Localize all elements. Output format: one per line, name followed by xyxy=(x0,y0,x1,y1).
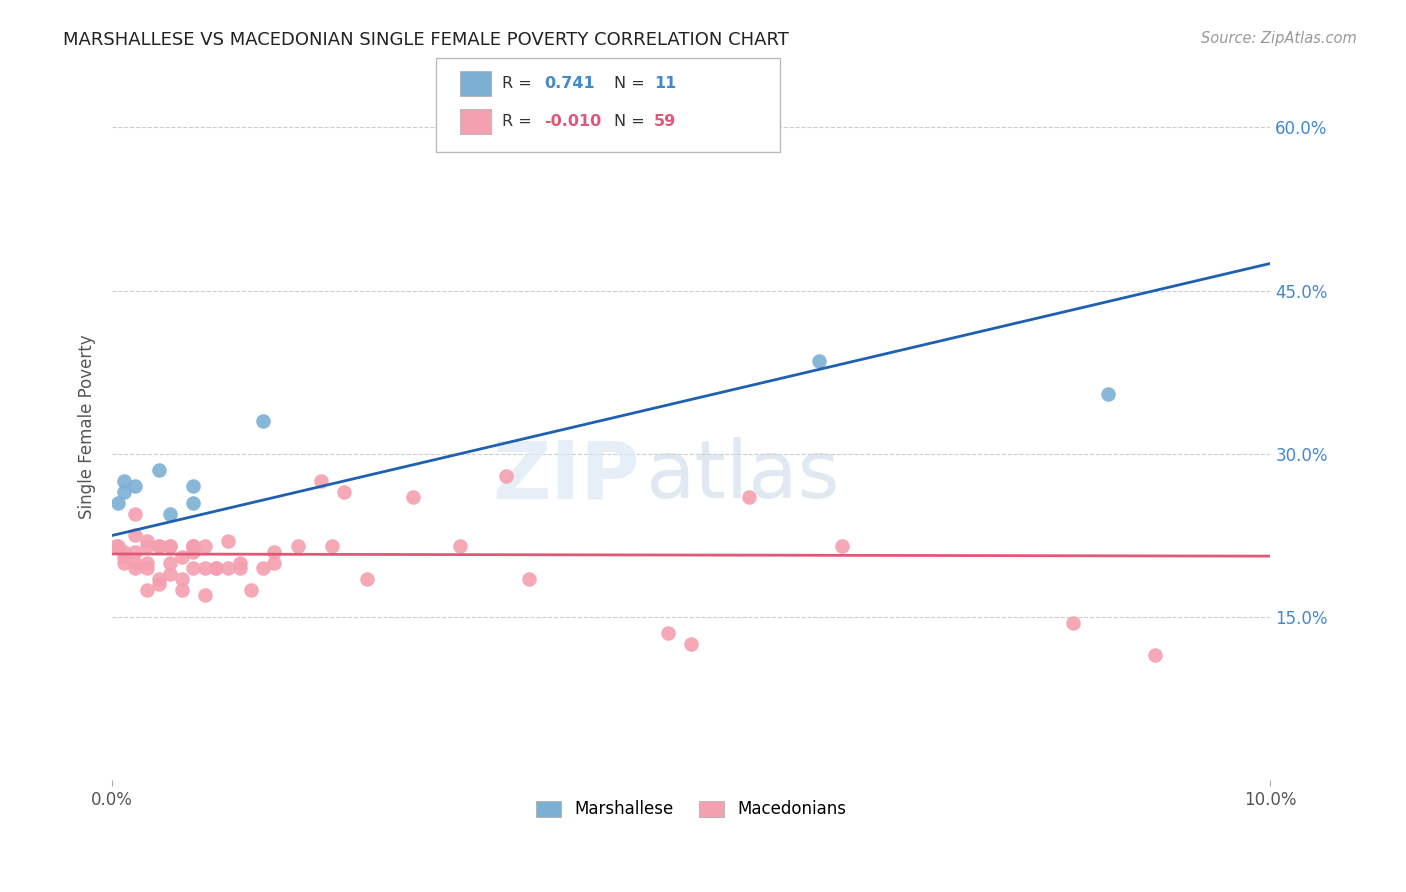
Point xyxy=(240,582,263,597)
Point xyxy=(107,539,129,553)
Point xyxy=(148,539,170,553)
Point xyxy=(205,561,228,575)
Point xyxy=(495,468,517,483)
Point xyxy=(228,556,250,570)
Point xyxy=(148,539,170,553)
Point xyxy=(263,545,285,559)
Point xyxy=(112,484,135,499)
Point xyxy=(517,572,540,586)
Y-axis label: Single Female Poverty: Single Female Poverty xyxy=(79,334,96,519)
Point xyxy=(170,572,193,586)
Point xyxy=(181,561,204,575)
Point xyxy=(263,556,285,570)
Point xyxy=(148,463,170,477)
Point xyxy=(449,539,471,553)
Point xyxy=(159,507,181,521)
Point xyxy=(148,577,170,591)
Text: MARSHALLESE VS MACEDONIAN SINGLE FEMALE POVERTY CORRELATION CHART: MARSHALLESE VS MACEDONIAN SINGLE FEMALE … xyxy=(63,31,789,49)
Text: ZIP: ZIP xyxy=(492,437,640,516)
Text: -0.010: -0.010 xyxy=(544,114,602,128)
Point xyxy=(107,496,129,510)
Point xyxy=(287,539,309,553)
Text: 11: 11 xyxy=(654,77,676,91)
Text: R =: R = xyxy=(502,114,537,128)
Point xyxy=(181,539,204,553)
Point xyxy=(159,539,181,553)
Point xyxy=(1097,387,1119,401)
Legend: Marshallese, Macedonians: Marshallese, Macedonians xyxy=(530,794,853,825)
Point xyxy=(333,484,356,499)
Point xyxy=(252,414,274,428)
Text: atlas: atlas xyxy=(645,437,839,516)
Text: Source: ZipAtlas.com: Source: ZipAtlas.com xyxy=(1201,31,1357,46)
Point xyxy=(159,539,181,553)
Point xyxy=(194,588,217,602)
Point xyxy=(148,572,170,586)
Point xyxy=(205,561,228,575)
Point xyxy=(217,561,239,575)
Point xyxy=(1063,615,1085,630)
Point xyxy=(831,539,853,553)
Point xyxy=(181,479,204,493)
Point xyxy=(136,533,159,548)
Point xyxy=(112,545,135,559)
Point xyxy=(136,556,159,570)
Text: 0.741: 0.741 xyxy=(544,77,595,91)
Point xyxy=(170,582,193,597)
Point xyxy=(124,556,146,570)
Point xyxy=(252,561,274,575)
Text: R =: R = xyxy=(502,77,537,91)
Point xyxy=(112,550,135,565)
Point xyxy=(136,539,159,553)
Point xyxy=(181,496,204,510)
Point xyxy=(124,561,146,575)
Point xyxy=(124,545,146,559)
Point xyxy=(228,561,250,575)
Point xyxy=(124,528,146,542)
Text: N =: N = xyxy=(614,114,651,128)
Point xyxy=(194,539,217,553)
Point xyxy=(657,626,679,640)
Point xyxy=(181,545,204,559)
Point xyxy=(356,572,378,586)
Point xyxy=(321,539,343,553)
Point xyxy=(181,539,204,553)
Point xyxy=(124,479,146,493)
Point xyxy=(124,507,146,521)
Point xyxy=(1143,648,1166,662)
Point xyxy=(402,491,425,505)
Point xyxy=(681,637,703,651)
Point xyxy=(104,539,127,553)
Point xyxy=(738,491,761,505)
Text: 59: 59 xyxy=(654,114,676,128)
Point xyxy=(159,566,181,581)
Point xyxy=(159,556,181,570)
Point xyxy=(170,550,193,565)
Point xyxy=(112,556,135,570)
Point xyxy=(136,582,159,597)
Text: N =: N = xyxy=(614,77,651,91)
Point xyxy=(136,561,159,575)
Point xyxy=(309,474,332,488)
Point xyxy=(112,474,135,488)
Point xyxy=(807,354,830,368)
Point xyxy=(194,561,217,575)
Point xyxy=(181,539,204,553)
Point xyxy=(217,533,239,548)
